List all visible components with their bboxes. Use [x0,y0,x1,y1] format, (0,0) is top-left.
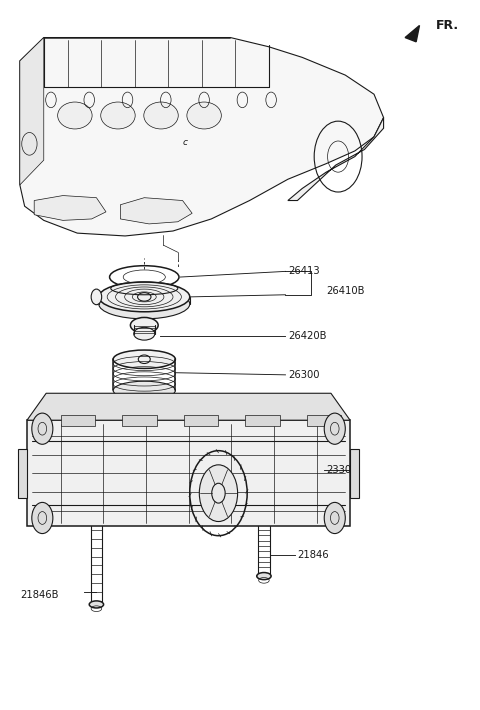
Ellipse shape [99,282,190,312]
Polygon shape [120,197,192,224]
Ellipse shape [101,102,135,129]
Polygon shape [18,449,27,498]
Circle shape [32,413,53,444]
Ellipse shape [113,381,175,400]
Polygon shape [350,449,359,498]
Ellipse shape [89,601,104,608]
Text: 21846B: 21846B [20,589,59,599]
Ellipse shape [144,102,178,129]
Ellipse shape [99,289,190,319]
Circle shape [324,503,345,534]
Ellipse shape [58,102,92,129]
Polygon shape [20,38,384,236]
Circle shape [32,503,53,534]
Circle shape [324,413,345,444]
Ellipse shape [187,102,221,129]
FancyBboxPatch shape [60,415,95,426]
Text: 21846: 21846 [298,550,329,559]
Polygon shape [20,38,44,185]
Polygon shape [34,195,106,220]
Text: 26413: 26413 [288,266,320,276]
Ellipse shape [257,572,271,579]
Text: 26410B: 26410B [326,286,365,296]
Polygon shape [27,420,350,527]
Ellipse shape [91,289,102,305]
Circle shape [199,465,238,522]
Text: 26420B: 26420B [288,331,326,341]
Text: 26300: 26300 [288,370,319,380]
Text: 23300: 23300 [326,465,358,475]
Text: FR.: FR. [436,19,459,32]
Ellipse shape [134,327,155,340]
FancyBboxPatch shape [122,415,156,426]
Polygon shape [27,393,350,420]
Text: c: c [182,138,188,147]
FancyBboxPatch shape [245,415,280,426]
Polygon shape [288,118,384,200]
Polygon shape [405,26,420,42]
FancyBboxPatch shape [184,415,218,426]
Ellipse shape [113,350,175,368]
FancyBboxPatch shape [307,415,341,426]
Ellipse shape [131,317,158,333]
